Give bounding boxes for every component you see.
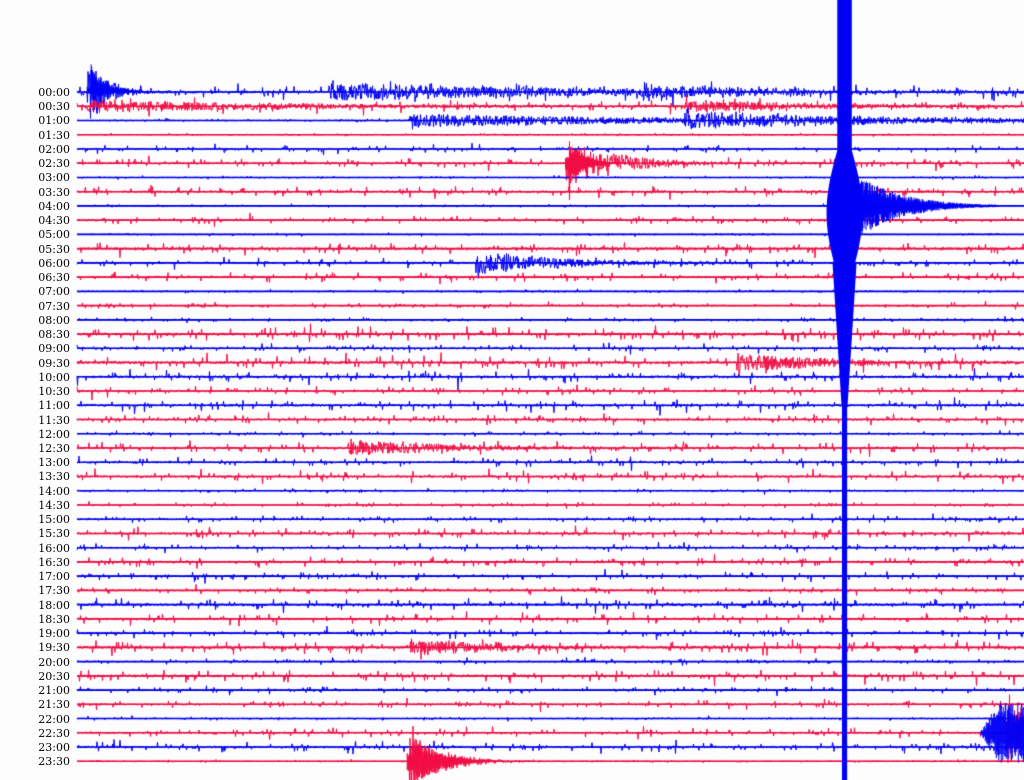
time-tick-label: 12:00	[38, 427, 70, 441]
time-tick-label: 20:00	[38, 655, 70, 669]
time-tick-label: 19:00	[38, 627, 70, 641]
time-tick-label: 05:00	[38, 228, 70, 242]
time-axis: 00:00 00:30 01:00 01:30 02:00 02:30 03:00 03:30…	[20, 0, 70, 780]
time-tick-label: 03:30	[38, 185, 70, 199]
time-tick-label: 17:30	[38, 584, 70, 598]
time-tick-label: 13:00	[38, 456, 70, 470]
time-tick-label: 14:30	[38, 498, 70, 512]
time-tick-label: 11:30	[38, 413, 70, 427]
time-tick-label: 14:00	[38, 484, 70, 498]
time-tick-label: 21:00	[38, 684, 70, 698]
time-tick-label: 21:30	[38, 698, 70, 712]
time-tick-label: 15:00	[38, 513, 70, 527]
time-tick-label: 18:30	[38, 612, 70, 626]
time-tick-label: 11:00	[38, 399, 70, 413]
time-tick-label: 01:30	[38, 128, 70, 142]
time-tick-label: 10:30	[38, 385, 70, 399]
time-tick-label: 05:30	[38, 242, 70, 256]
time-tick-label: 15:30	[38, 527, 70, 541]
time-tick-label: 04:00	[38, 199, 70, 213]
time-tick-label: 13:30	[38, 470, 70, 484]
time-tick-label: 04:30	[38, 214, 70, 228]
time-tick-label: 19:30	[38, 641, 70, 655]
time-tick-label: 07:30	[38, 299, 70, 313]
time-tick-label: 16:00	[38, 541, 70, 555]
time-tick-label: 00:00	[38, 86, 70, 99]
time-tick-label: 07:00	[38, 285, 70, 299]
time-tick-label: 09:30	[38, 356, 70, 370]
time-tick-label: 02:00	[38, 142, 70, 156]
time-tick-label: 01:00	[38, 114, 70, 128]
time-tick-label: 02:30	[38, 157, 70, 171]
time-tick-label: 12:30	[38, 442, 70, 455]
time-tick-label: 08:00	[38, 313, 70, 327]
time-tick-label: 06:30	[38, 271, 70, 285]
time-tick-label: 00:30	[38, 100, 70, 114]
time-tick-label: 23:30	[38, 755, 70, 769]
time-tick-label: 17:00	[38, 570, 70, 584]
time-tick-label: 09:00	[38, 342, 70, 356]
time-tick-label: 16:30	[38, 555, 70, 569]
time-tick-label: 10:00	[38, 370, 70, 384]
time-tick-label: 23:00	[38, 741, 70, 755]
time-tick-label: 06:00	[38, 256, 70, 270]
time-tick-label: 08:30	[38, 328, 70, 342]
time-tick-label: 22:30	[38, 726, 70, 740]
time-tick-label: 20:30	[38, 669, 70, 683]
time-tick-label: 22:00	[38, 712, 70, 726]
time-tick-label: 03:00	[38, 171, 70, 185]
time-tick-label: 18:00	[38, 598, 70, 612]
